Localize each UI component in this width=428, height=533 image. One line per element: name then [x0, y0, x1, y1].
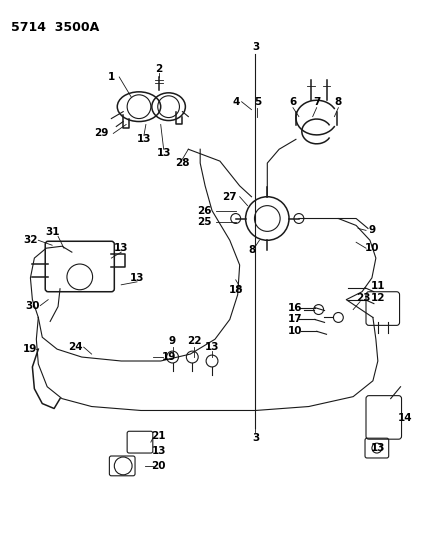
Text: 3: 3 [252, 433, 259, 443]
Text: 6: 6 [289, 96, 297, 107]
Text: 32: 32 [23, 235, 38, 245]
Text: 3: 3 [252, 42, 259, 52]
Text: 1: 1 [108, 72, 115, 82]
Text: 30: 30 [25, 301, 40, 311]
Text: 10: 10 [288, 326, 302, 336]
Text: 13: 13 [114, 243, 128, 253]
Text: 22: 22 [187, 336, 202, 346]
Text: 13: 13 [371, 443, 385, 453]
Text: 10: 10 [365, 243, 379, 253]
Text: 13: 13 [137, 134, 151, 144]
Text: 2: 2 [155, 64, 162, 74]
Text: 25: 25 [197, 217, 211, 228]
Text: 19: 19 [23, 344, 38, 354]
Text: 24: 24 [68, 342, 83, 352]
Text: 5: 5 [254, 96, 261, 107]
Text: 8: 8 [248, 245, 255, 255]
Text: 26: 26 [197, 206, 211, 215]
Text: 13: 13 [152, 446, 166, 456]
Text: 17: 17 [288, 314, 302, 325]
Text: 29: 29 [94, 128, 109, 139]
Text: 11: 11 [371, 281, 385, 291]
Text: 9: 9 [169, 336, 176, 346]
Text: 13: 13 [156, 148, 171, 158]
Text: 8: 8 [335, 96, 342, 107]
Text: 12: 12 [371, 293, 385, 303]
Text: 7: 7 [313, 96, 320, 107]
Text: 5714  3500A: 5714 3500A [11, 21, 99, 34]
Text: 14: 14 [398, 414, 413, 423]
Text: 20: 20 [152, 461, 166, 471]
Text: 31: 31 [45, 228, 59, 237]
Text: 27: 27 [223, 192, 237, 201]
Text: 13: 13 [130, 273, 144, 283]
Text: 28: 28 [175, 158, 190, 168]
Text: 23: 23 [356, 293, 370, 303]
Text: 4: 4 [232, 96, 239, 107]
Text: 16: 16 [288, 303, 302, 312]
Text: 13: 13 [205, 342, 219, 352]
Text: 9: 9 [369, 225, 375, 236]
Text: 19: 19 [161, 352, 176, 362]
Text: 18: 18 [229, 285, 243, 295]
Text: 21: 21 [152, 431, 166, 441]
